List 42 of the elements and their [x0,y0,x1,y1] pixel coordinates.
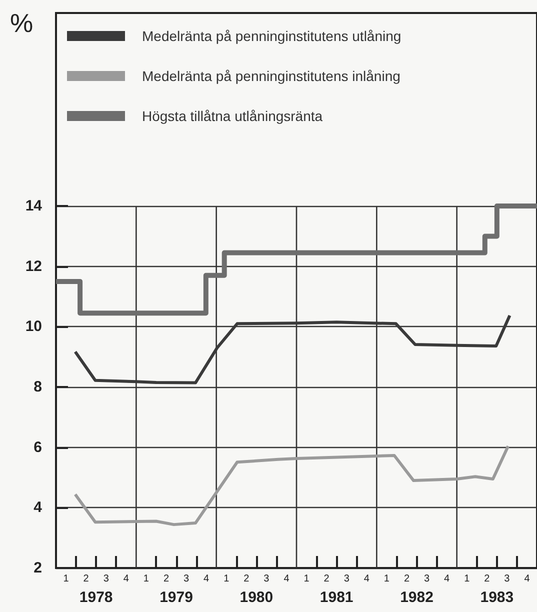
text: 2 [404,574,410,584]
y-tick-label: 8 [34,378,42,396]
text: 1 [63,574,70,584]
text: 2 [484,574,490,584]
legend-label: Medelränta på penninginstitutens inlåning [142,68,400,84]
text: 4 [284,574,290,584]
legend-label: Medelränta på penninginstitutens utlåning [142,28,402,44]
text: 4 [364,574,370,584]
text: 4 [123,574,130,584]
text: 1 [224,574,230,584]
x-tick-label: 1978 [79,589,113,606]
text: 2 [83,574,90,584]
y-tick-label: 12 [25,258,42,275]
x-tick-label: 1983 [480,589,514,606]
text: 2 [324,574,330,584]
x-tick-label: 1981 [320,589,354,606]
text: 4 [204,574,210,584]
y-axis-title: % [10,8,34,38]
text: 1 [464,574,470,584]
y-tick-label: 10 [25,318,42,336]
y-tick-label: 4 [34,499,43,516]
x-tick-label: 1982 [400,589,434,606]
legend-label: Högsta tillåtna utlåningsränta [142,108,323,124]
text: 2 [244,574,250,584]
text: 2 [163,574,170,584]
y-tick-label: 6 [34,438,42,456]
text: 3 [504,574,510,584]
text: 4 [444,574,450,584]
text: 4 [524,574,530,584]
text: 3 [183,574,190,584]
x-tick-label: 1979 [160,589,193,606]
y-tick-label: 2 [34,560,42,576]
text: 1 [384,574,390,584]
text: 1 [304,574,310,584]
text: 1 [143,574,150,584]
text: 3 [344,574,350,584]
text: 3 [264,574,270,584]
x-tick-label: 1980 [240,589,274,606]
line-series [74,444,510,526]
text: 3 [103,574,110,584]
text: 3 [424,574,430,584]
y-tick-label: 14 [25,198,43,215]
